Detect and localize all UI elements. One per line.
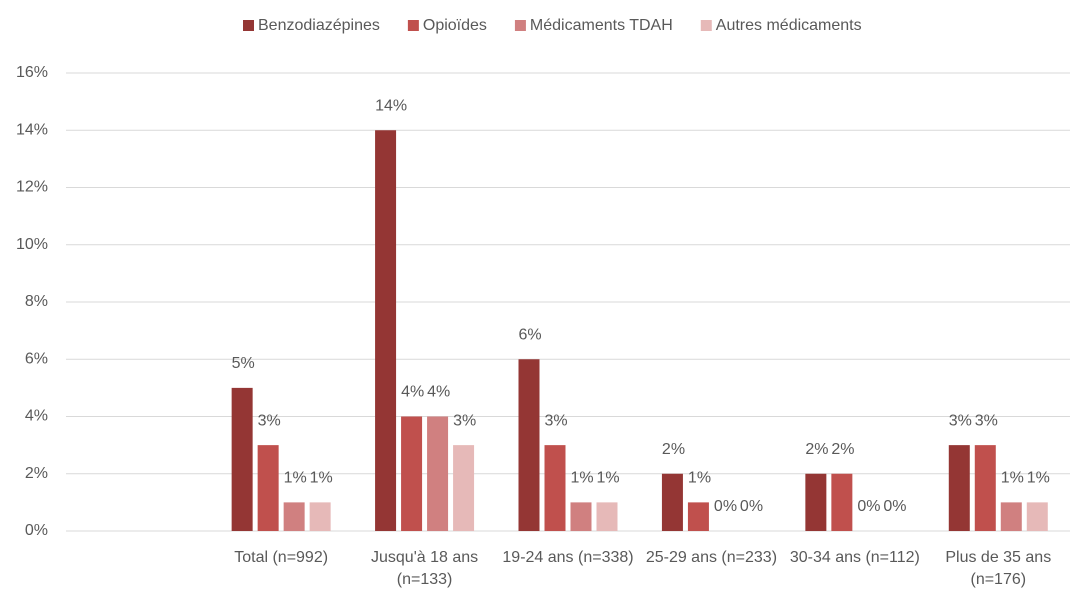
x-tick-label: 30-34 ans (n=112) — [790, 549, 920, 566]
data-label: 4% — [401, 384, 424, 401]
bar — [1000, 502, 1022, 531]
data-label: 1% — [284, 470, 307, 487]
bar — [948, 445, 970, 531]
bar — [831, 473, 853, 531]
bar — [661, 473, 683, 531]
bar — [231, 387, 253, 531]
bar — [283, 502, 305, 531]
legend-swatch — [407, 20, 419, 31]
bar — [1026, 502, 1048, 531]
bar — [309, 502, 331, 531]
data-label: 3% — [975, 412, 998, 429]
legend-label: Autres médicaments — [716, 17, 862, 34]
legend-label: Médicaments TDAH — [530, 17, 673, 34]
data-label: 0% — [714, 498, 737, 515]
data-label: 2% — [662, 441, 685, 458]
data-label: 0% — [740, 498, 763, 515]
y-tick-label: 0% — [25, 522, 48, 539]
bar — [805, 473, 827, 531]
x-tick-line: Plus de 35 ans — [945, 549, 1051, 566]
data-label: 1% — [310, 470, 333, 487]
data-label: 3% — [453, 412, 476, 429]
legend-swatch — [243, 20, 254, 31]
bar — [401, 416, 423, 531]
x-tick-line: Jusqu'à 18 ans — [371, 549, 478, 566]
data-label: 3% — [545, 412, 568, 429]
bar — [257, 445, 279, 531]
bar — [544, 445, 566, 531]
x-tick-line: (n=133) — [397, 571, 453, 588]
bar — [570, 502, 592, 531]
legend-swatch — [514, 20, 526, 31]
x-tick-label: 19-24 ans (n=338) — [502, 549, 633, 566]
data-label: 1% — [1027, 470, 1050, 487]
data-label: 1% — [571, 470, 594, 487]
y-tick-label: 6% — [25, 350, 48, 367]
legend-swatch — [700, 20, 712, 31]
data-label: 3% — [949, 412, 972, 429]
x-tick-label: 25-29 ans (n=233) — [646, 549, 777, 566]
bar — [596, 502, 618, 531]
bar — [427, 416, 449, 531]
data-label: 14% — [375, 97, 407, 114]
x-tick-label: Jusqu'à 18 ans (n=133) — [371, 549, 478, 588]
bar — [974, 445, 996, 531]
y-tick-label: 10% — [16, 236, 48, 253]
bar — [453, 445, 475, 531]
y-tick-label: 16% — [16, 64, 48, 81]
y-tick-label: 8% — [25, 293, 48, 310]
y-tick-label: 4% — [25, 408, 48, 425]
data-label: 4% — [427, 384, 450, 401]
legend-label: Opioïdes — [423, 17, 487, 34]
x-tick-line: (n=176) — [970, 571, 1026, 588]
y-tick-label: 2% — [25, 465, 48, 482]
data-label: 6% — [519, 326, 542, 343]
data-label: 1% — [1001, 470, 1024, 487]
data-label: 0% — [883, 498, 906, 515]
data-label: 1% — [597, 470, 620, 487]
data-label: 1% — [688, 470, 711, 487]
bar — [518, 359, 540, 531]
x-tick-label: Plus de 35 ans (n=176) — [945, 549, 1051, 588]
bar — [375, 130, 397, 531]
bar — [687, 502, 709, 531]
data-label: 3% — [258, 412, 281, 429]
x-tick-label: Total (n=992) — [234, 549, 328, 566]
y-tick-label: 12% — [16, 179, 48, 196]
data-label: 2% — [831, 441, 854, 458]
data-label: 2% — [805, 441, 828, 458]
data-label: 0% — [857, 498, 880, 515]
y-tick-label: 14% — [16, 121, 48, 138]
data-label: 5% — [232, 355, 255, 372]
legend-label: Benzodiazépines — [258, 17, 380, 34]
